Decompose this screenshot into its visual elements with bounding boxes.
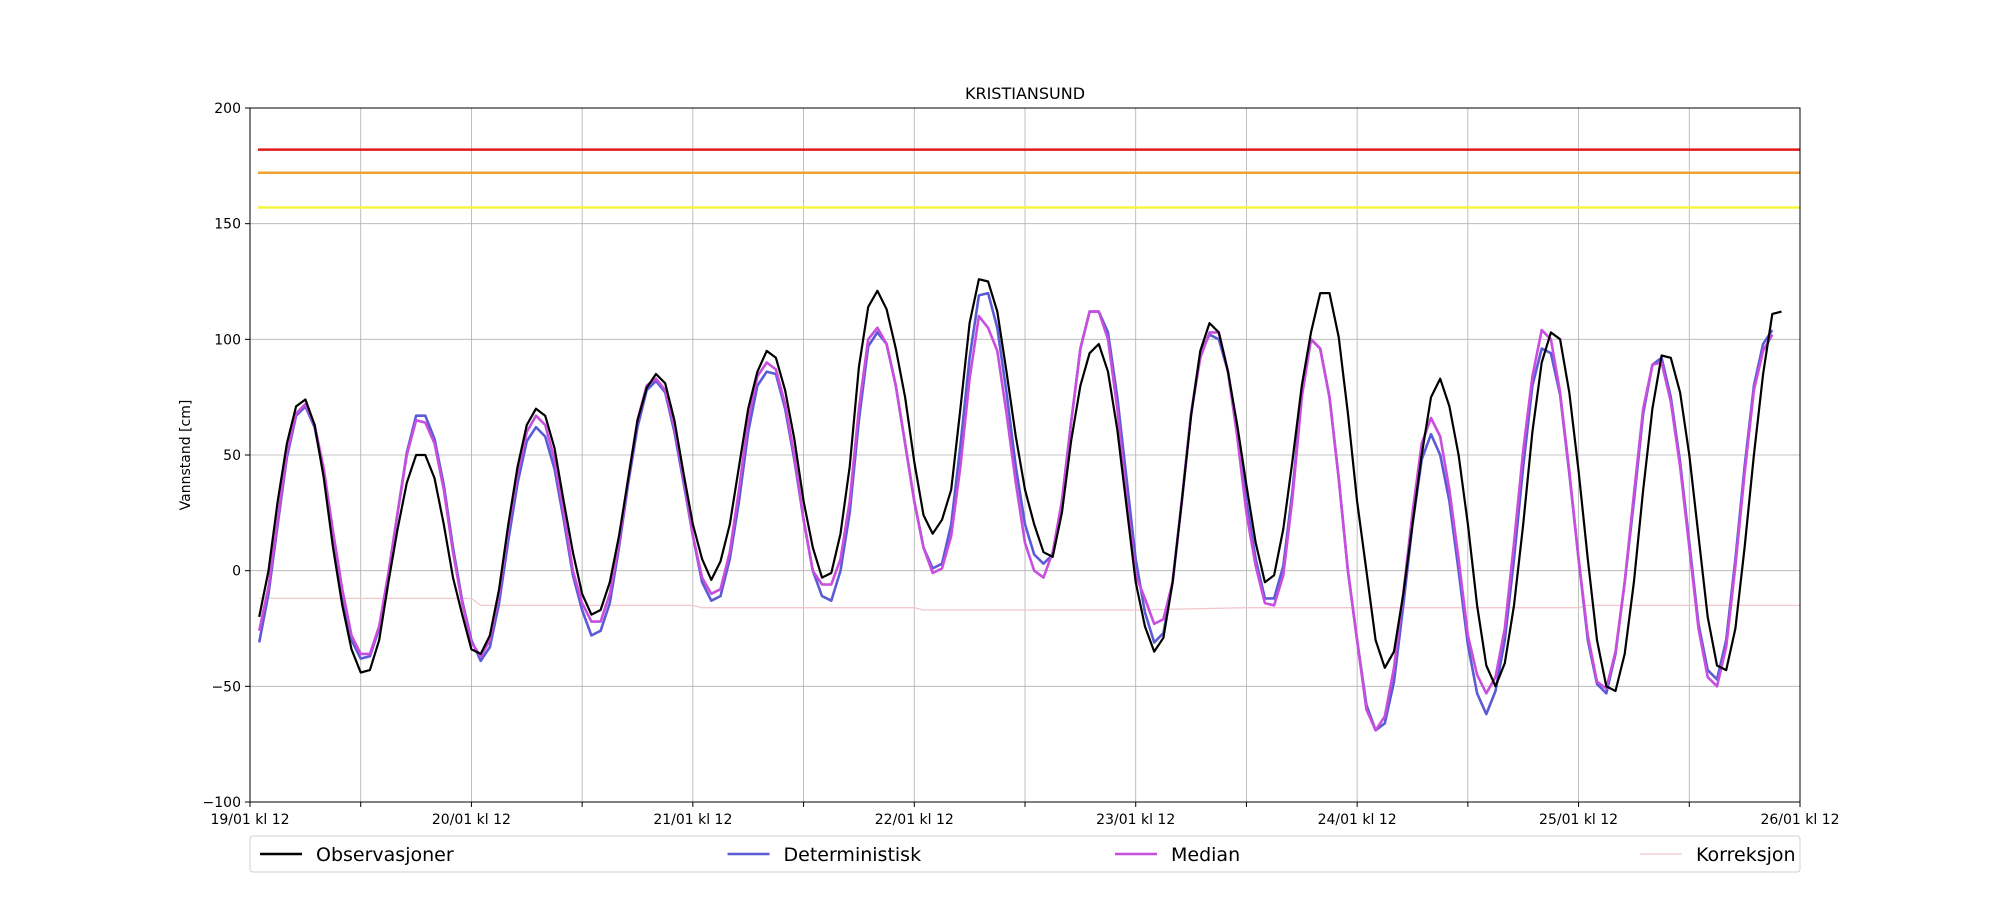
y-tick-label: 100 xyxy=(214,332,241,348)
x-tick-label: 20/01 kl 12 xyxy=(432,812,511,828)
y-axis-ticks: −100 −50 0 50 100 150 200 xyxy=(203,101,250,811)
y-axis-label: Vannstand [cm] xyxy=(178,400,194,511)
legend-label: Deterministisk xyxy=(784,844,922,866)
y-tick-label: 0 xyxy=(232,564,241,580)
x-tick-label: 25/01 kl 12 xyxy=(1539,812,1618,828)
series-line-median xyxy=(257,310,1774,732)
legend: Observasjoner Deterministisk Median Korreks… xyxy=(249,835,1801,873)
y-tick-label: 50 xyxy=(223,448,241,464)
y-tick-label: −100 xyxy=(203,795,241,811)
series-line-korreksjon xyxy=(259,597,1800,611)
legend-box xyxy=(249,835,1801,873)
y-tick-label: 200 xyxy=(214,101,241,117)
series-lines xyxy=(257,278,1800,732)
x-tick-label: 23/01 kl 12 xyxy=(1096,812,1175,828)
x-tick-label: 26/01 kl 12 xyxy=(1760,812,1839,828)
series-line-observasjoner xyxy=(258,278,1782,693)
series-line-deterministisk xyxy=(257,291,1774,732)
threshold-lines xyxy=(258,148,1800,209)
y-tick-label: 150 xyxy=(214,217,241,233)
x-axis-ticks: 19/01 kl 12 20/01 kl 12 21/01 kl 12 22/01 k… xyxy=(210,802,1840,828)
x-tick-label: 19/01 kl 12 xyxy=(210,812,289,828)
legend-label: Median xyxy=(1171,844,1240,866)
x-tick-label: 21/01 kl 12 xyxy=(653,812,732,828)
legend-label: Korreksjon xyxy=(1696,844,1796,866)
legend-label: Observasjoner xyxy=(316,844,454,866)
y-tick-label: −50 xyxy=(211,679,241,695)
chart-title: KRISTIANSUND xyxy=(965,84,1085,103)
x-tick-label: 22/01 kl 12 xyxy=(875,812,954,828)
x-tick-label: 24/01 kl 12 xyxy=(1318,812,1397,828)
